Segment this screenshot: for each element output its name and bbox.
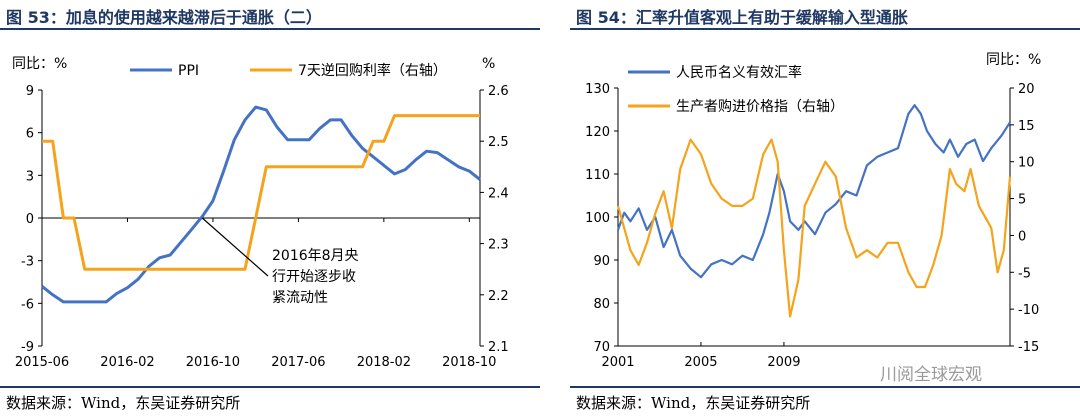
x-tick-label: 2016-10: [186, 355, 240, 370]
y-tick-label: 90: [593, 254, 610, 269]
annotation-text: 行开始逐步收: [272, 269, 356, 285]
legend-label-2: 生产者购进价格指（右轴）: [676, 99, 844, 115]
x-tick-label: 2015-06: [15, 355, 69, 370]
y2-tick-label: -5: [1018, 266, 1031, 281]
annotation-text: 2016年8月央: [272, 248, 359, 264]
y2-tick-label: 2.1: [488, 340, 509, 355]
source-note: 数据来源：Wind，东吴证券研究所: [576, 394, 811, 412]
y2-tick-label: 5: [1018, 193, 1026, 208]
y-tick-label: 9: [26, 84, 34, 99]
y2-tick-label: 0: [1018, 229, 1026, 244]
legend-label-1: 人民币名义有效汇率: [676, 64, 802, 81]
y-tick-label: 0: [26, 212, 34, 227]
left-chart: 9 6 3 0 -3 -6 -9 2.6 2.5 2.4 2.3 2.2 2.1 2015-06 2016-…: [12, 56, 509, 370]
y-tick-label: -6: [21, 297, 34, 312]
y2-tick-label: -15: [1018, 340, 1039, 355]
x-tick-label: 2017-06: [271, 355, 325, 370]
y2-tick-label: 2.3: [488, 238, 509, 253]
right-figure: 图 54：汇率升值客观上有助于缓解输入型通胀 130 120 110 100 90 80 7…: [570, 0, 1080, 420]
source-note: 数据来源：Wind，东吴证券研究所: [6, 394, 241, 412]
y-tick-label: 100: [585, 211, 610, 226]
y2-tick-label: 20: [1018, 82, 1035, 97]
legend-label-2: 7天逆回购利率（右轴）: [298, 62, 447, 79]
series-line-2: [616, 138, 1012, 318]
left-figure: 图 53：加息的使用越来越滞后于通胀（二） 9 6 3 0 -3 -6 -9 2.6 2.5 2.…: [0, 8, 540, 412]
y2-tick-label: 2.5: [488, 135, 509, 150]
y2-axis-label: 同比：%: [986, 52, 1041, 68]
y2-tick-label: 10: [1018, 156, 1035, 171]
title-rule: [0, 28, 540, 30]
title-rule: [570, 28, 1080, 30]
y2-tick-label: 2.4: [488, 186, 509, 201]
y2-tick-label: 2.6: [488, 84, 509, 99]
y-tick-label: 3: [26, 169, 34, 184]
y-tick-label: -3: [21, 255, 34, 270]
annotation-text: 紧流动性: [272, 290, 328, 306]
y-tick-label: 6: [26, 127, 34, 142]
y2-tick-label: -10: [1018, 303, 1039, 318]
y-tick-label: 120: [585, 125, 610, 140]
x-tick-label: 2009: [767, 355, 800, 370]
legend-label-1: PPI: [178, 63, 199, 79]
x-tick-label: 2016-02: [100, 355, 154, 370]
x-tick-label: 2005: [684, 355, 717, 370]
x-tick-label: 2018-10: [442, 355, 496, 370]
y2-tick-label: 2.2: [488, 289, 509, 304]
watermark: 川阅全球宏观: [880, 365, 982, 385]
y-tick-label: 80: [593, 297, 610, 312]
y-tick-label: 110: [585, 168, 610, 183]
y-tick-label: 130: [585, 82, 610, 97]
figure-title: 图 54：汇率升值客观上有助于缓解输入型通胀: [576, 8, 908, 27]
series-line-2: [42, 114, 480, 271]
series-line-1: [41, 105, 481, 304]
annotation-leader: [201, 217, 269, 277]
figure-title: 图 53：加息的使用越来越滞后于通胀（二）: [6, 8, 322, 27]
x-tick-label: 2018-02: [357, 355, 411, 370]
y-tick-label: 70: [593, 340, 610, 355]
source-rule: [0, 386, 540, 388]
source-rule: [570, 386, 1080, 388]
series-line-1: [616, 104, 1011, 279]
y-axis-label: 同比：%: [12, 56, 67, 72]
y2-axis-label: %: [482, 56, 495, 72]
y2-tick-label: 15: [1018, 119, 1035, 134]
y-tick-label: -9: [21, 340, 34, 355]
x-tick-label: 2001: [601, 355, 634, 370]
right-chart: 130 120 110 100 90 80 70 20 15 10 5 0 -5 -10 -15 2001 20…: [585, 52, 1041, 370]
